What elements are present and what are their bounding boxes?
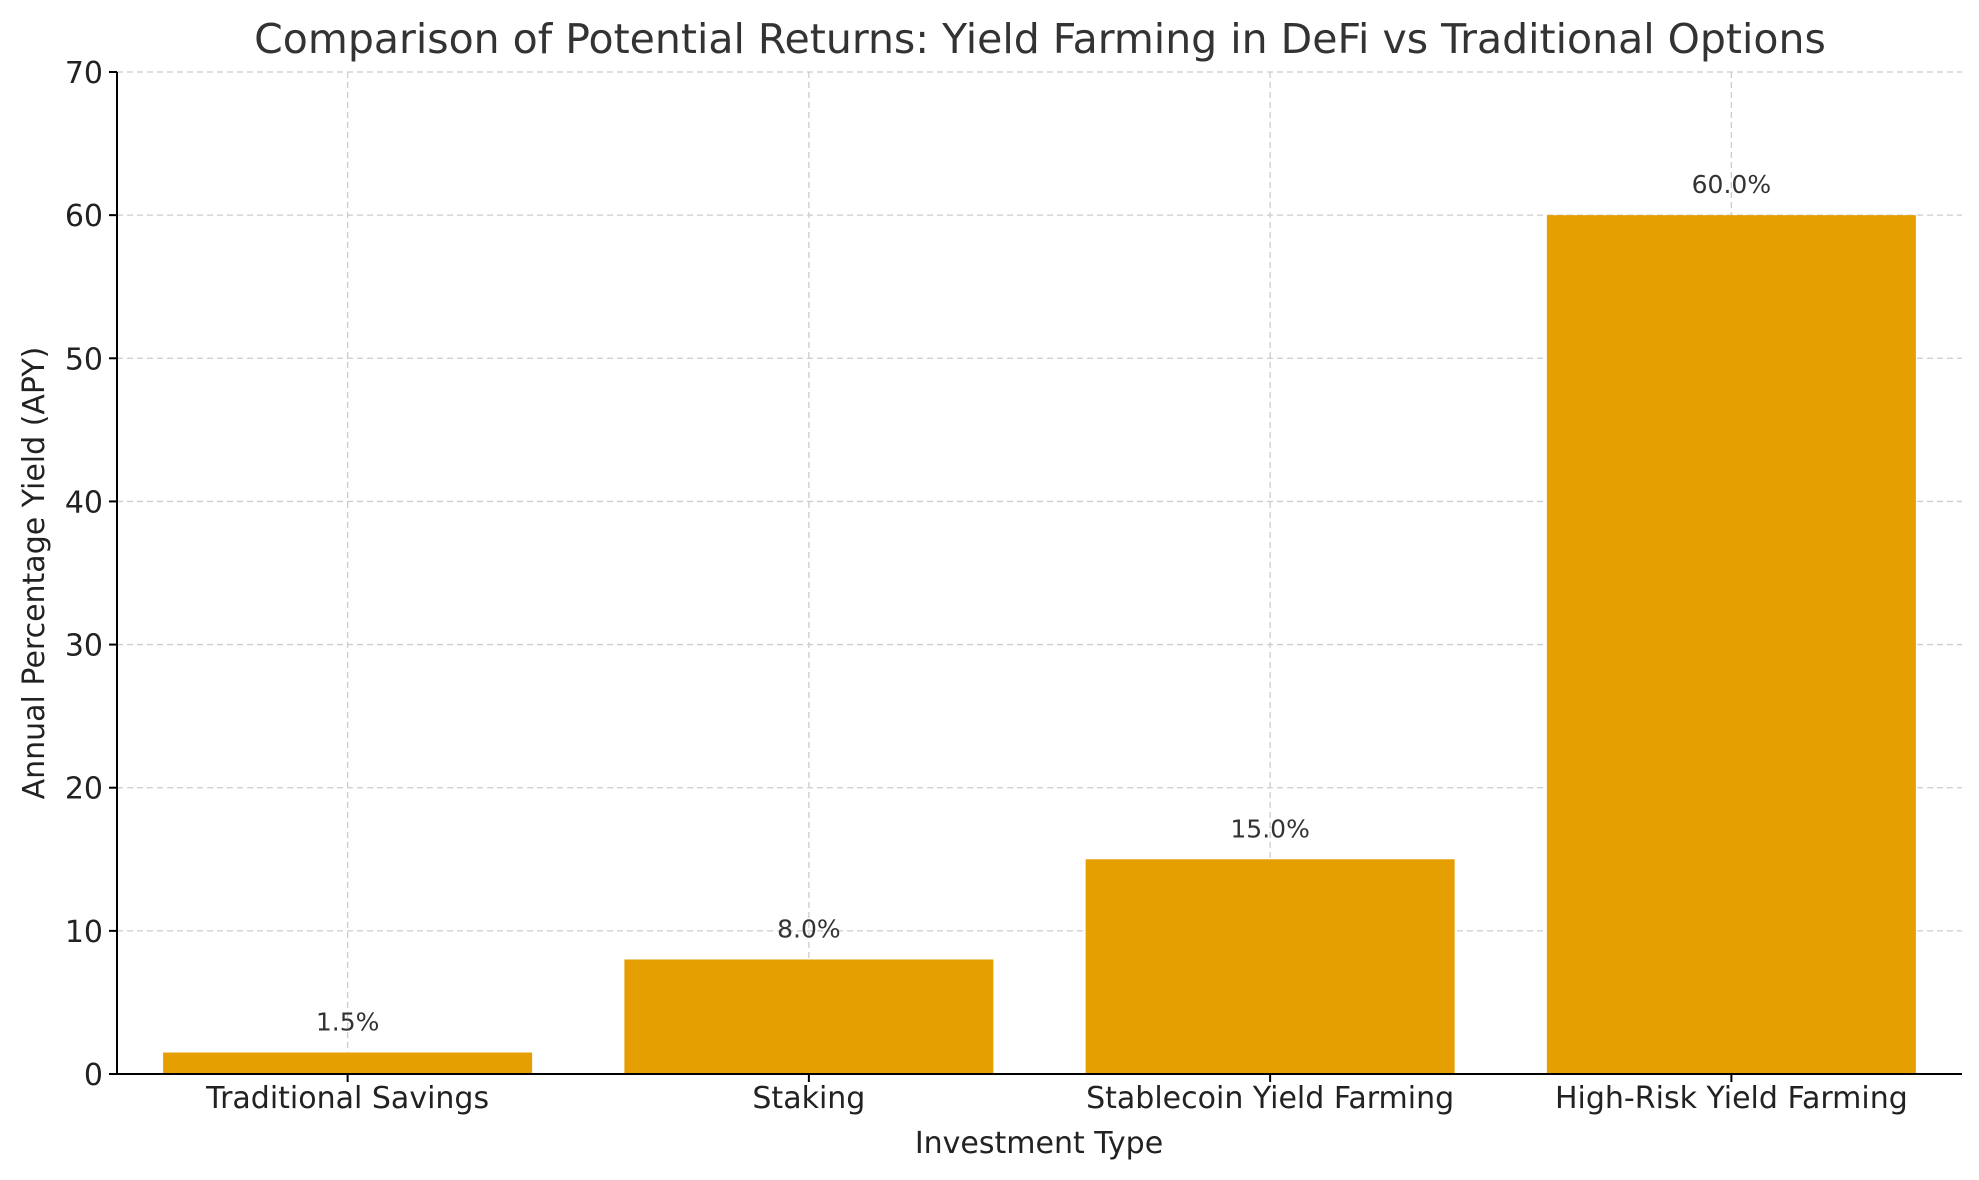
x-tick-label: Traditional Savings	[205, 1081, 489, 1116]
y-tick-label: 60	[65, 199, 103, 234]
x-tick-label: High-Risk Yield Farming	[1555, 1081, 1908, 1116]
y-tick-label: 20	[65, 772, 103, 807]
y-tick-label: 50	[65, 342, 103, 377]
y-tick-label: 40	[65, 485, 103, 520]
y-axis-label: Annual Percentage Yield (APY)	[17, 347, 52, 800]
data-labels: 1.5% 8.0% 15.0% 60.0%	[316, 170, 1771, 1036]
bar-value-label: 60.0%	[1692, 170, 1771, 199]
y-tick-label: 30	[65, 629, 103, 664]
bar-value-label: 15.0%	[1230, 814, 1309, 843]
bars	[163, 215, 1916, 1075]
bar	[624, 959, 994, 1074]
axes	[116, 72, 1962, 1075]
x-tick-label: Stablecoin Yield Farming	[1086, 1081, 1454, 1116]
bar	[1085, 859, 1455, 1074]
chart-title: Comparison of Potential Returns: Yield F…	[254, 15, 1826, 63]
y-tick-label: 10	[65, 915, 103, 950]
y-tick-label: 0	[84, 1058, 103, 1093]
y-tick-label: 70	[65, 56, 103, 91]
ticks: 0 10 20 30 40 50 60 70 Traditional Savings Stakin…	[65, 56, 1908, 1116]
x-axis-label: Investment Type	[915, 1126, 1163, 1161]
bar-value-label: 1.5%	[316, 1008, 380, 1037]
bar	[163, 1052, 533, 1074]
bar	[1546, 215, 1916, 1075]
x-tick-label: Staking	[752, 1081, 865, 1116]
bar-value-label: 8.0%	[777, 914, 841, 943]
